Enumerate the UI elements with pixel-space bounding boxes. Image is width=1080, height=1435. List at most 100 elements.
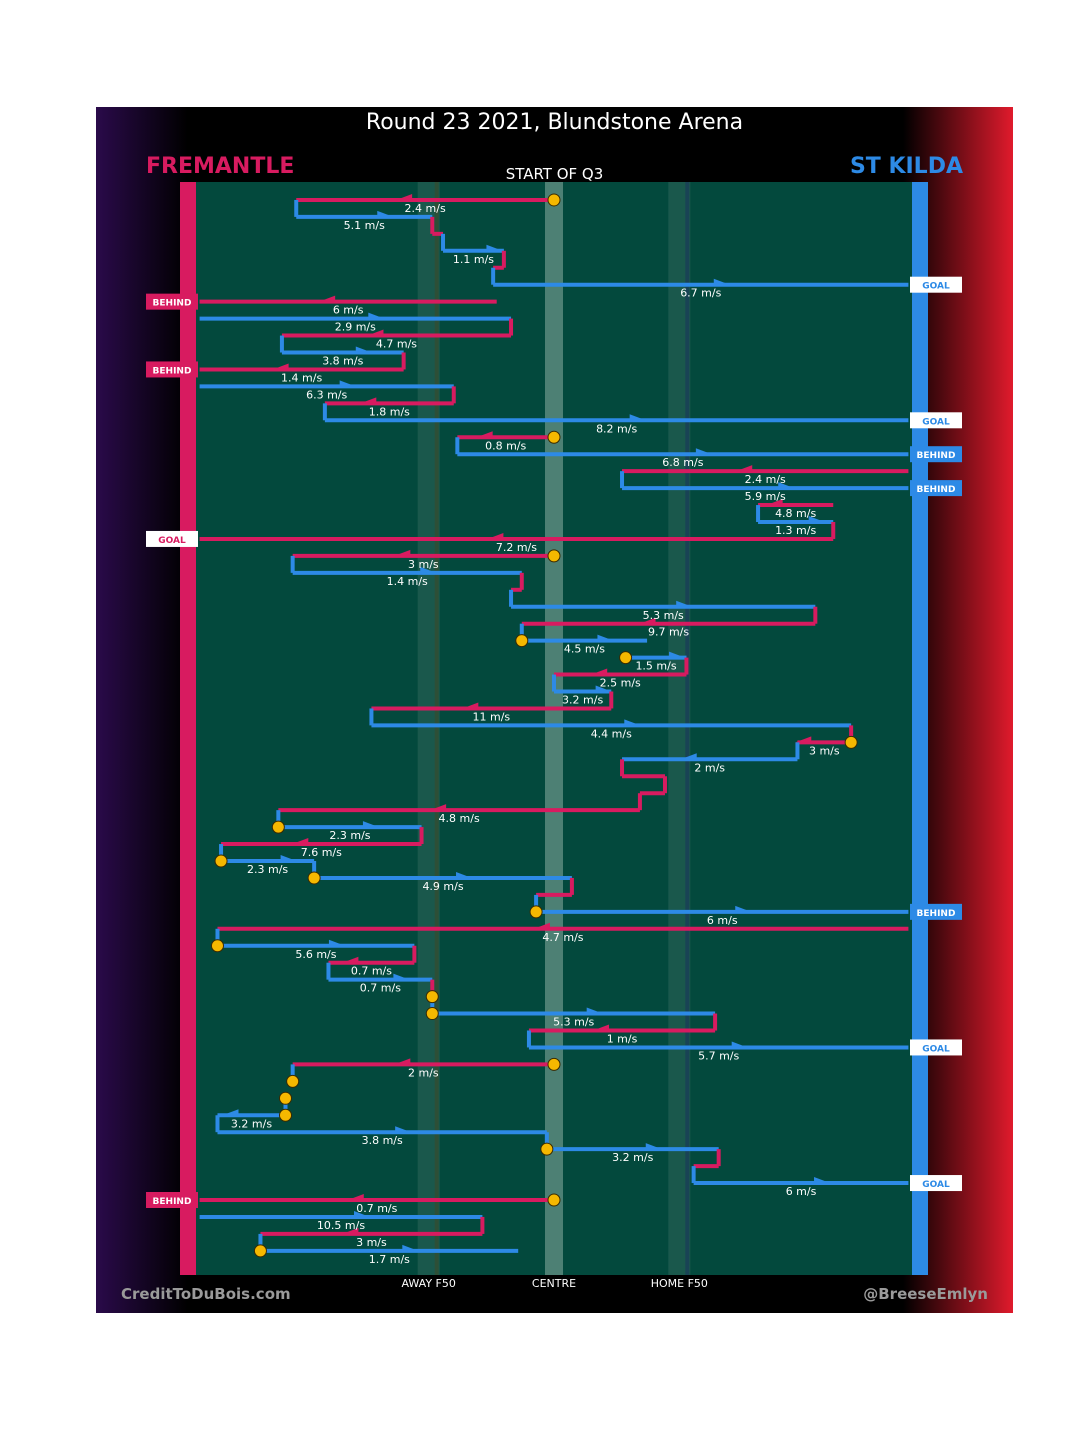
direction-arrow (368, 312, 385, 319)
speed-label: 3.8 m/s (362, 1134, 403, 1147)
score-badge-label: BEHIND (917, 451, 956, 461)
speed-label: 10.5 m/s (317, 1219, 365, 1232)
speed-label: 1.4 m/s (281, 371, 322, 384)
direction-arrow (377, 210, 394, 217)
speed-label: 9.7 m/s (648, 626, 689, 639)
score-badge-label: GOAL (922, 1180, 950, 1190)
speed-label: 4.7 m/s (376, 338, 417, 351)
direction-arrow (680, 753, 697, 760)
direction-arrow (420, 566, 437, 573)
speed-label: 2.3 m/s (247, 863, 288, 876)
score-badge-label: GOAL (922, 1044, 950, 1054)
speed-label: 2.5 m/s (600, 677, 641, 690)
direction-arrow (595, 685, 612, 692)
score-badge-goal (910, 1039, 962, 1056)
direction-arrow (342, 956, 359, 963)
ball-marker (540, 1142, 554, 1156)
direction-arrow (597, 634, 614, 641)
ball-marker (279, 1108, 292, 1122)
ball-marker (307, 871, 321, 885)
direction-arrow (353, 1210, 370, 1217)
ball-marker (253, 1244, 267, 1258)
credit-right: @BreeseEmlyn (863, 1285, 988, 1303)
speed-label: 5.1 m/s (344, 219, 385, 232)
speed-label: 1.5 m/s (635, 660, 676, 673)
quarter-label: START OF Q3 (505, 165, 604, 183)
speed-label: 0.7 m/s (351, 965, 392, 978)
direction-arrow (355, 346, 372, 353)
score-badge-goal (146, 530, 198, 547)
ball-marker (547, 430, 561, 444)
direction-arrow (362, 821, 379, 828)
speed-label: 6.7 m/s (680, 287, 721, 300)
ball-marker (271, 820, 285, 834)
speed-label: 6.8 m/s (662, 456, 703, 469)
direction-arrow (736, 465, 753, 472)
speed-label: 2 m/s (694, 761, 725, 774)
speed-label: 5.3 m/s (643, 609, 684, 622)
speed-label: 3 m/s (408, 558, 439, 571)
direction-arrow (280, 855, 297, 861)
direction-arrow (593, 1024, 610, 1031)
speed-label: 7.2 m/s (496, 541, 537, 554)
direction-arrow (360, 397, 377, 404)
ball-marker (515, 634, 529, 648)
speed-label: 4.5 m/s (564, 643, 605, 656)
direction-arrow (347, 1194, 364, 1200)
speed-label: 2.9 m/s (335, 321, 376, 334)
direction-arrow (676, 600, 693, 607)
direction-arrow (272, 363, 289, 370)
direction-arrow (814, 1177, 831, 1184)
speed-label: 0.7 m/s (356, 1202, 397, 1215)
direction-arrow (393, 973, 410, 980)
speed-label: 1.4 m/s (387, 575, 428, 588)
direction-arrow (629, 414, 646, 421)
speed-label: 5.9 m/s (745, 490, 786, 503)
speed-label: 2.4 m/s (745, 473, 786, 486)
direction-arrow (462, 702, 479, 709)
direction-arrow (645, 1143, 662, 1150)
score-badge-label: GOAL (158, 536, 186, 546)
speed-label: 4.8 m/s (439, 812, 480, 825)
score-badge-goal (910, 412, 962, 429)
ball-marker (844, 735, 858, 749)
chain-chart: 2.4 m/s 5.1 m/s 1.1 m/s 6.7 m/s GOAL 6 m/s BEH… (96, 107, 1013, 1313)
direction-arrow (402, 1244, 419, 1251)
speed-label: 6.3 m/s (306, 388, 347, 401)
speed-label: 4.4 m/s (591, 727, 632, 740)
ball-marker (210, 939, 224, 953)
direction-arrow (624, 719, 641, 726)
speed-label: 6 m/s (786, 1185, 817, 1198)
axis-label-away-f50: AWAY F50 (401, 1277, 456, 1290)
axis-label-centre: CENTRE (531, 1277, 577, 1290)
direction-arrow (669, 651, 686, 658)
credit-left: CreditToDuBois.com (121, 1285, 291, 1303)
speed-label: 0.7 m/s (360, 982, 401, 995)
axis-label-home-f50: HOME F50 (650, 1277, 708, 1290)
score-badge-behind (910, 903, 962, 920)
ball-marker (619, 651, 633, 665)
direction-arrow (328, 939, 345, 946)
team-right-label: ST KILDA (849, 154, 963, 179)
speed-label: 3 m/s (809, 744, 840, 757)
direction-arrow (487, 532, 504, 539)
speed-label: 0.8 m/s (485, 439, 526, 452)
ball-marker (425, 1007, 439, 1021)
score-badge-behind (146, 361, 198, 378)
speed-label: 4.9 m/s (422, 880, 463, 893)
score-badge-behind (146, 1192, 198, 1208)
direction-arrow (731, 1041, 748, 1048)
speed-label: 1 m/s (607, 1033, 638, 1046)
speed-label: 5.6 m/s (295, 948, 336, 961)
ball-marker (547, 549, 561, 563)
score-badge-behind (910, 480, 962, 497)
speed-label: 3.2 m/s (562, 694, 603, 707)
direction-arrow (766, 499, 783, 506)
chart-frame: 2.4 m/s 5.1 m/s 1.1 m/s 6.7 m/s GOAL 6 m/s BEH… (96, 107, 1013, 1313)
stkilda-goal-line (912, 182, 928, 1275)
speed-label: 3.2 m/s (612, 1151, 653, 1164)
speed-label: 1.3 m/s (775, 524, 816, 537)
direction-arrow (695, 448, 712, 455)
direction-arrow (591, 668, 608, 675)
ball-marker (529, 905, 543, 919)
